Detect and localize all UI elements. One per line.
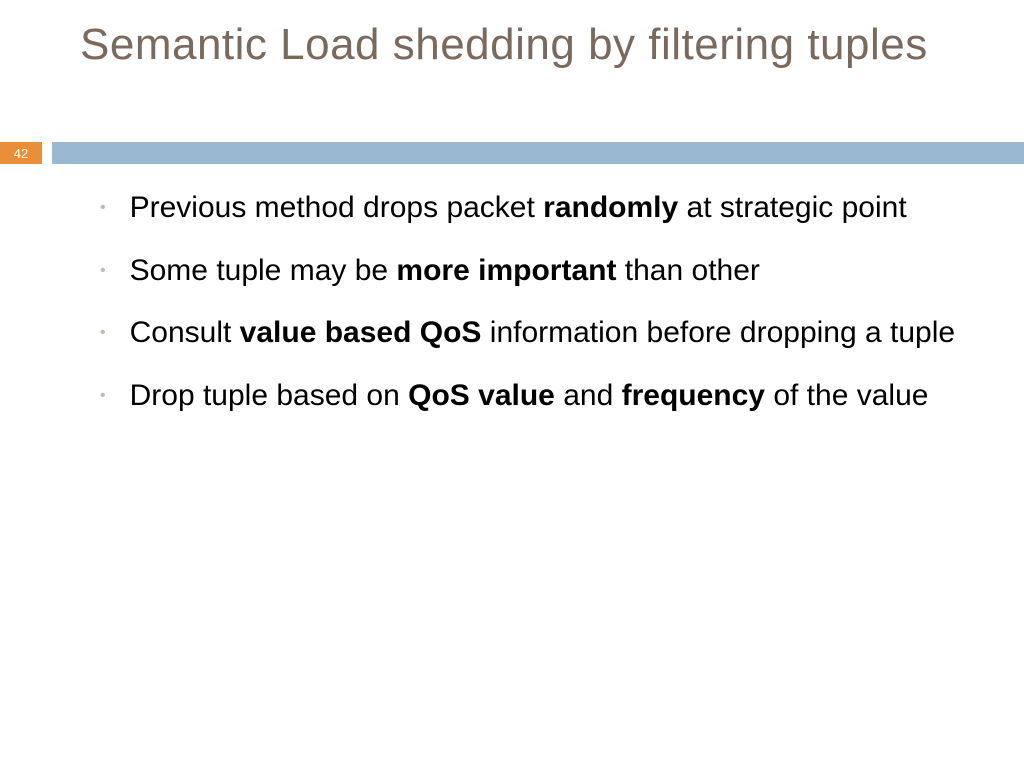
bar-gap bbox=[42, 142, 52, 164]
list-item: • Consult value based QoS information be… bbox=[100, 313, 964, 354]
page-number-badge: 42 bbox=[0, 142, 42, 164]
bullet-text: Consult value based QoS information befo… bbox=[130, 313, 955, 354]
bullet-icon: • bbox=[100, 317, 106, 349]
bullet-list: • Previous method drops packet randomly … bbox=[100, 188, 964, 438]
bullet-icon: • bbox=[100, 255, 106, 287]
bullet-icon: • bbox=[100, 380, 106, 412]
accent-bar bbox=[52, 142, 1024, 164]
bullet-text: Previous method drops packet randomly at… bbox=[130, 188, 907, 229]
bullet-text: Drop tuple based on QoS value and freque… bbox=[130, 376, 929, 417]
bullet-text: Some tuple may be more important than ot… bbox=[130, 251, 760, 292]
header-bar: 42 bbox=[0, 142, 1024, 164]
slide: Semantic Load shedding by filtering tupl… bbox=[0, 0, 1024, 768]
bullet-icon: • bbox=[100, 192, 106, 224]
list-item: • Drop tuple based on QoS value and freq… bbox=[100, 376, 964, 417]
slide-title: Semantic Load shedding by filtering tupl… bbox=[80, 20, 928, 71]
list-item: • Previous method drops packet randomly … bbox=[100, 188, 964, 229]
list-item: • Some tuple may be more important than … bbox=[100, 251, 964, 292]
